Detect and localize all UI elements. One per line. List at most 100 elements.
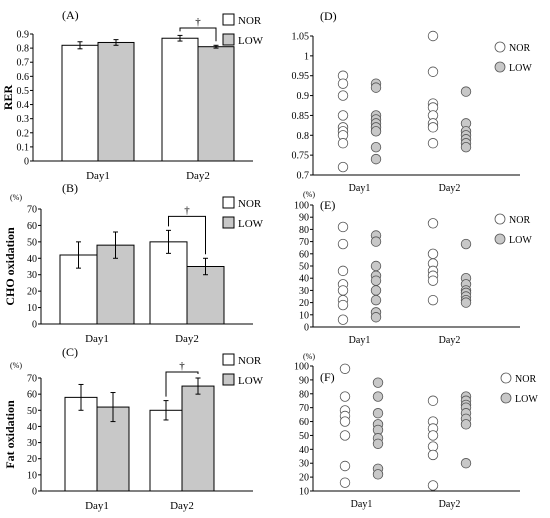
data-point [427, 248, 439, 260]
legend-label: NOR [238, 15, 262, 27]
data-point [337, 314, 349, 325]
bar [181, 385, 215, 492]
data-point [427, 430, 439, 441]
y-tick-label: 30 [27, 270, 37, 281]
legend-marker [500, 392, 512, 404]
y-tick-label: 10 [299, 487, 309, 498]
legend-marker [494, 233, 506, 245]
x-tick-label: Day1 [349, 183, 371, 194]
legend-marker [494, 213, 506, 225]
legend-label: LOW [238, 375, 264, 387]
y-tick-label: 20 [27, 454, 37, 465]
y-tick-label: 90 [299, 375, 309, 386]
y-tick-label: 90 [299, 213, 309, 224]
data-point [460, 141, 472, 153]
legend-swatch [222, 13, 235, 26]
data-point [337, 161, 349, 173]
data-point [370, 260, 382, 272]
data-point [460, 419, 472, 430]
data-point [337, 238, 349, 250]
legend-label: NOR [509, 215, 530, 226]
bar [64, 396, 98, 492]
y-tick-label: 0 [32, 320, 37, 331]
y-tick-label: 40 [299, 274, 309, 285]
data-point [370, 82, 382, 93]
y-tick-label: 40 [27, 422, 37, 433]
unit-label: (%) [10, 361, 22, 370]
y-tick-label: 10 [27, 470, 37, 481]
unit-label: (%) [303, 352, 315, 361]
data-point [337, 138, 349, 149]
data-point [427, 30, 439, 42]
legend-label: LOW [238, 218, 264, 230]
legend-label: LOW [238, 35, 264, 47]
data-point [427, 294, 439, 306]
x-tick-label: Day1 [85, 500, 109, 512]
data-point [339, 430, 351, 441]
y-tick-label: 0.85 [292, 111, 310, 122]
legend-label: NOR [238, 198, 262, 210]
y-tick-label: 0.3 [17, 114, 30, 125]
y-tick-label: 0.5 [17, 86, 30, 97]
legend-swatch [222, 216, 235, 229]
y-tick-label: 20 [299, 298, 309, 309]
data-point [427, 480, 439, 491]
data-point [370, 153, 382, 165]
data-point [370, 126, 382, 137]
data-point [427, 395, 439, 406]
significance-bracket [165, 371, 199, 397]
data-point [337, 299, 349, 311]
y-tick-label: 0.6 [17, 72, 30, 83]
panel-label: (A) [62, 8, 79, 22]
data-point [460, 458, 472, 469]
data-point [370, 236, 382, 247]
y-tick-label: 60 [299, 249, 309, 260]
y-tick-label: 70 [27, 205, 37, 216]
y-tick-label: 0.2 [17, 128, 30, 139]
data-point [337, 285, 349, 296]
data-point [372, 438, 384, 449]
unit-label: (%) [303, 190, 315, 199]
y-tick-label: 50 [299, 431, 309, 442]
legend-swatch [222, 353, 235, 366]
bar [149, 409, 183, 492]
y-tick-label: 0.9 [297, 91, 310, 102]
x-tick-label: Day1 [351, 499, 373, 510]
x-tick-label: Day2 [170, 500, 194, 512]
x-tick-label: Day2 [439, 183, 461, 194]
y-tick-label: 100 [294, 362, 309, 373]
y-tick-label: 20 [27, 287, 37, 298]
data-point [427, 122, 439, 133]
data-point [370, 294, 382, 306]
data-point [372, 408, 384, 419]
y-tick-label: 20 [299, 473, 309, 484]
panel-label: (E) [320, 198, 335, 212]
y-tick-label: 60 [27, 390, 37, 401]
x-tick-label: Day2 [175, 333, 199, 345]
significance-bracket [179, 27, 217, 42]
x-tick-label: Day2 [186, 170, 210, 182]
data-point [339, 391, 351, 402]
y-tick-label: 0 [304, 323, 309, 334]
y-axis-label: RER [1, 85, 15, 111]
y-tick-label: 0 [32, 487, 37, 498]
x-tick-label: Day1 [349, 335, 371, 346]
panel-label: (F) [320, 370, 335, 384]
panel-1: 0 0.1 0.2 0.3 0.4 0.5 0.6 0.7 0.8 0.9 (A) RER NOR LOW… [1, 8, 264, 182]
y-tick-label: 30 [299, 459, 309, 470]
data-point [427, 66, 439, 77]
y-tick-label: 50 [27, 237, 37, 248]
data-point [460, 297, 472, 308]
data-point [339, 416, 351, 427]
y-tick-label: 80 [299, 389, 309, 400]
x-tick-label: Day2 [439, 335, 461, 346]
data-point [427, 138, 439, 149]
legend-marker [494, 41, 506, 53]
data-point [460, 86, 472, 97]
y-tick-label: 0.7 [17, 58, 30, 69]
unit-label: (%) [10, 193, 22, 202]
bar [97, 41, 135, 162]
y-tick-label: 1.05 [292, 32, 310, 43]
data-point [337, 78, 349, 89]
